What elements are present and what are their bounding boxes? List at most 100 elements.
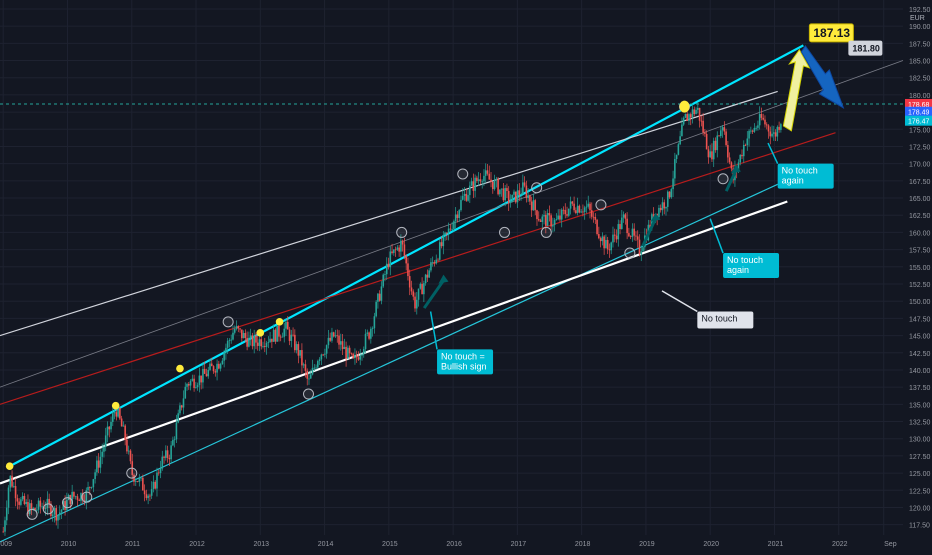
circled-point[interactable] <box>222 316 234 328</box>
projection-label-box[interactable] <box>848 40 883 56</box>
y-tick-label: 157.50 <box>909 248 931 255</box>
candle-body <box>78 499 81 501</box>
candle-body <box>668 191 671 198</box>
candle-body <box>516 190 519 203</box>
projection-label: 181.80 <box>852 44 880 54</box>
touch-point[interactable] <box>275 318 284 326</box>
candle-body <box>417 288 420 300</box>
y-tick-label: 140.00 <box>909 368 931 375</box>
candle-body <box>773 132 775 134</box>
candle-body <box>371 328 374 330</box>
annotation-tail <box>429 311 438 350</box>
touch-point[interactable] <box>5 462 14 471</box>
candle-body <box>476 177 478 182</box>
candle-body <box>362 349 365 355</box>
candle-body <box>723 127 726 132</box>
annotation-box[interactable] <box>437 349 494 375</box>
circled-point[interactable] <box>42 503 54 515</box>
candle-body <box>119 408 121 419</box>
candle-body <box>407 263 409 277</box>
circled-point[interactable] <box>499 226 511 238</box>
candle-body <box>233 328 236 333</box>
candle-body <box>106 426 109 436</box>
annotation-box[interactable] <box>697 311 754 329</box>
teal-arrow-shaft <box>724 169 738 192</box>
circled-point[interactable] <box>396 226 408 238</box>
circled-point[interactable] <box>717 173 729 185</box>
touch-point[interactable] <box>256 329 265 337</box>
y-tick-label: 190.00 <box>909 24 931 31</box>
candle-body <box>530 201 533 211</box>
candle-body <box>518 190 521 195</box>
circled-point[interactable] <box>624 247 636 259</box>
circled-point[interactable] <box>81 491 93 503</box>
candle-body <box>242 333 245 339</box>
candle-body <box>573 203 575 211</box>
candle-body <box>94 472 96 480</box>
target-label-box[interactable] <box>808 23 854 43</box>
candle-body <box>423 283 425 295</box>
candle-body <box>27 502 29 514</box>
candle-body <box>463 193 466 196</box>
candle-body <box>398 247 400 252</box>
circled-point[interactable] <box>61 497 73 509</box>
candle-body <box>317 361 319 368</box>
y-tick-label: 127.50 <box>909 454 931 461</box>
circled-point[interactable] <box>302 388 314 400</box>
annotation-box[interactable] <box>777 163 834 189</box>
circled-point[interactable] <box>540 226 552 238</box>
candle-body <box>150 489 153 496</box>
candle-body <box>286 321 289 330</box>
candle-body <box>599 238 602 242</box>
candle-body <box>592 216 595 218</box>
x-tick-label: Sep <box>884 541 897 548</box>
candle-body <box>491 181 494 190</box>
candle-body <box>454 214 457 222</box>
candle-body <box>35 509 38 511</box>
candle-body <box>566 214 568 216</box>
circled-point[interactable] <box>126 467 138 479</box>
candle-body <box>159 468 162 474</box>
candle-body <box>546 213 549 226</box>
annotation-text: No touch = <box>441 351 485 361</box>
circled-point[interactable] <box>26 508 38 520</box>
touch-point[interactable] <box>176 364 184 373</box>
teal-arrow-head <box>730 164 741 174</box>
candle-body <box>311 367 314 375</box>
candle-body <box>391 251 393 253</box>
candle-body <box>265 342 268 347</box>
candle-body <box>182 398 185 408</box>
candle-body <box>83 500 86 502</box>
circled-point[interactable] <box>595 199 607 211</box>
y-tick-label: 182.50 <box>909 76 931 83</box>
candle-body <box>730 162 733 169</box>
annotation-box[interactable] <box>723 253 780 279</box>
candle-body <box>154 481 157 489</box>
candle-body <box>484 170 487 176</box>
candle-body <box>458 210 461 218</box>
candle-body <box>755 127 757 129</box>
candle-body <box>543 214 545 217</box>
circled-point[interactable] <box>457 168 469 180</box>
annotation-text: No touch <box>782 166 818 176</box>
circled-point[interactable] <box>531 182 543 194</box>
candle-body <box>451 229 453 230</box>
y-tick-label: 145.00 <box>909 334 931 341</box>
candle-body <box>212 366 215 372</box>
candle-body <box>297 344 300 356</box>
candle-body <box>401 240 404 245</box>
candle-body <box>661 202 664 211</box>
candle-body <box>228 340 231 342</box>
touch-point[interactable] <box>679 100 690 113</box>
candle-body <box>165 450 167 458</box>
price-axis[interactable] <box>905 0 932 550</box>
candle-body <box>610 242 613 251</box>
candle-body <box>744 144 747 146</box>
candle-body <box>111 413 114 422</box>
touch-point[interactable] <box>111 401 120 410</box>
candle-body <box>66 499 68 510</box>
candle-body <box>456 214 459 218</box>
candle-body <box>246 337 248 347</box>
